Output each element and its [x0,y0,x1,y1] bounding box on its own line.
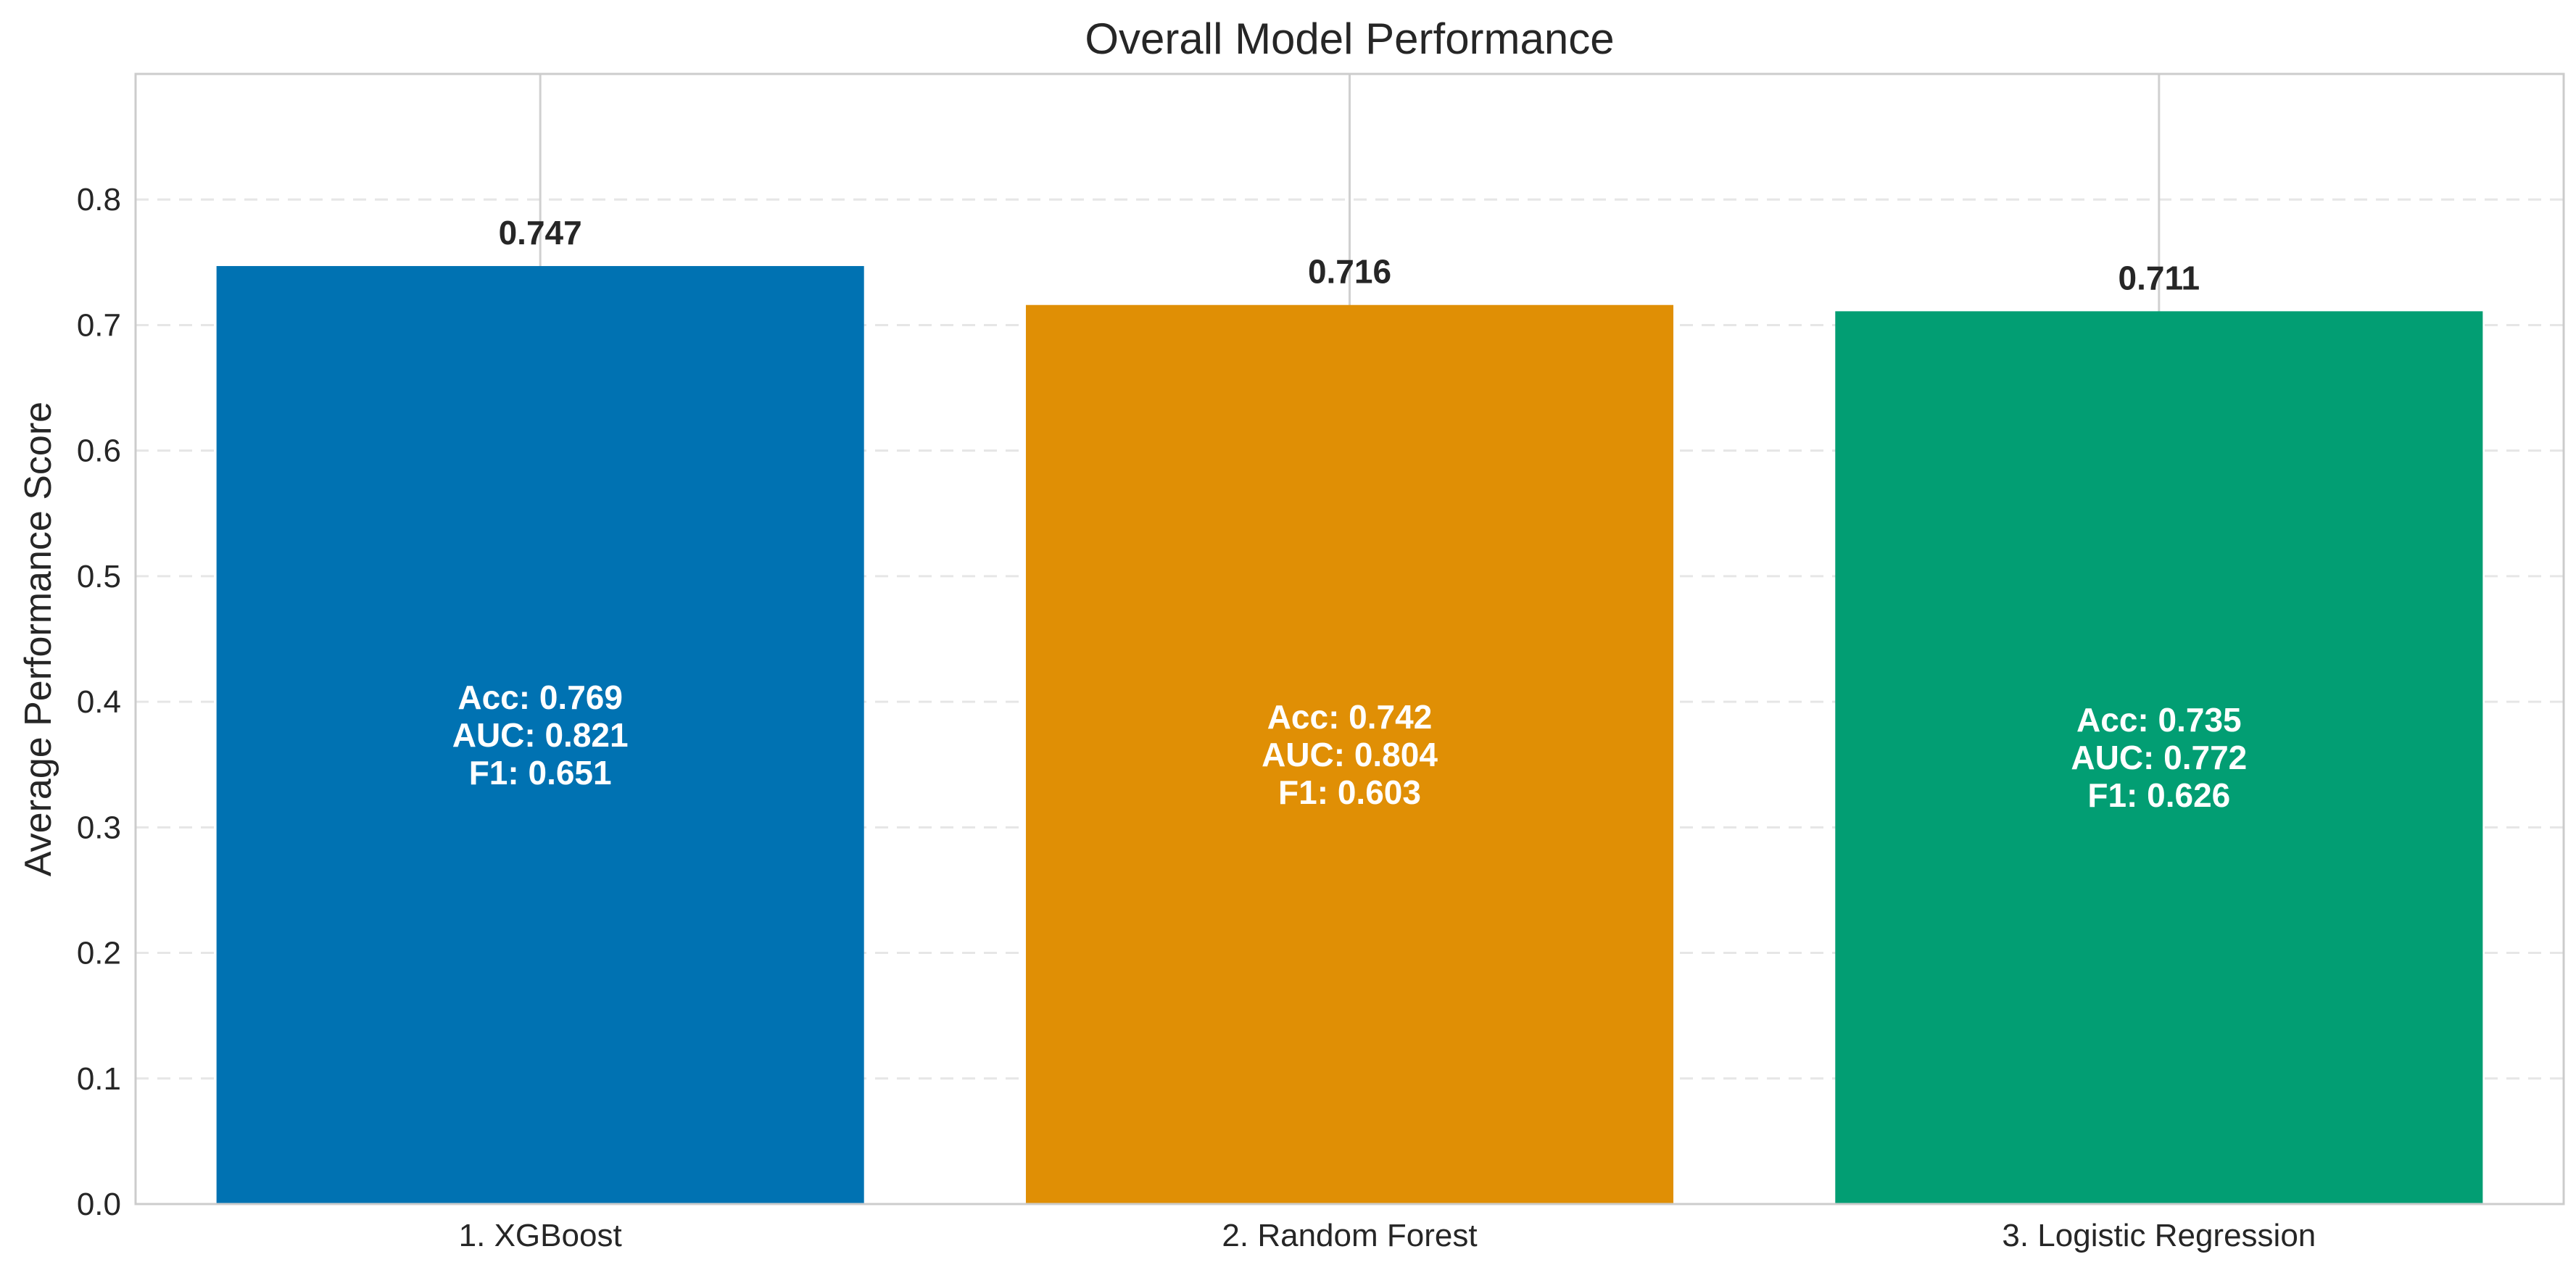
y-tick-label: 0.5 [77,559,121,594]
bar-value-label: 0.747 [499,214,582,252]
x-tick-label: 1. XGBoost [459,1218,622,1253]
bar-1 [216,266,864,1204]
bar-annotation-line: Acc: 0.735 [2076,701,2242,739]
y-tick-label: 0.0 [77,1187,121,1222]
y-tick-label: 0.3 [77,810,121,845]
x-tick-label: 3. Logistic Regression [2002,1218,2316,1253]
y-tick-label: 0.6 [77,433,121,469]
y-tick-label: 0.1 [77,1061,121,1097]
bar-2 [1025,304,1674,1204]
bar-annotation-line: F1: 0.603 [1278,773,1421,811]
x-tick-labels: 1. XGBoost 2. Random Forest 3. Logistic Re… [459,1218,2316,1253]
y-tick-label: 0.7 [77,307,121,343]
bars [216,266,2483,1204]
bar-value-label: 0.711 [2119,259,2200,296]
plot-frame [134,72,2565,1205]
bar-annotation-line: Acc: 0.742 [1267,698,1433,736]
bar-value-label: 0.716 [1308,253,1391,291]
y-axis-label: Average Performance Score [17,402,59,876]
x-tick-label: 2. Random Forest [1222,1218,1477,1253]
bar-annotation-line: AUC: 0.821 [452,716,629,754]
y-tick-label: 0.4 [77,684,121,720]
bar-annotation-line: F1: 0.651 [469,754,612,792]
bar-annotation-line: AUC: 0.804 [1262,736,1438,773]
y-tick-label: 0.2 [77,936,121,971]
chart-title: Overall Model Performance [1085,14,1614,63]
bar-annotation-line: Acc: 0.769 [457,678,623,716]
bar-3 [1835,311,2483,1204]
y-tick-labels: 0.0 0.1 0.2 0.3 0.4 0.5 0.6 0.7 0.8 [77,182,121,1222]
y-tick-label: 0.8 [77,182,121,217]
bar-annotation-line: AUC: 0.772 [2071,739,2247,776]
bar-annotation-line: F1: 0.626 [2087,776,2230,814]
